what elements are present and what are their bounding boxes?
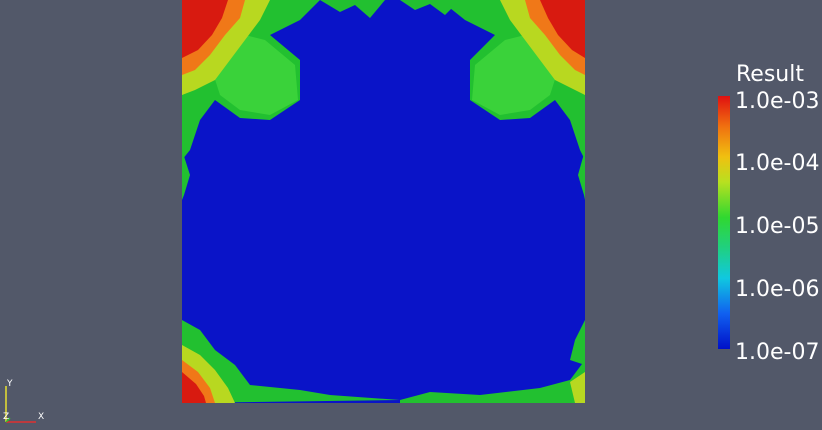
axis-x-label: X	[38, 412, 45, 422]
colorbar	[718, 96, 730, 349]
axis-z-label: Z	[3, 412, 10, 422]
bottom-left-red-zone	[182, 372, 206, 403]
colorbar-tick-label: 1.0e-05	[735, 214, 820, 239]
top-center-fringe	[320, 0, 385, 18]
colorbar-tick-label: 1.0e-03	[735, 89, 820, 114]
left-side-fringe	[182, 150, 190, 200]
top-center-fringe-right	[400, 0, 460, 15]
top-left-red-zone	[182, 0, 228, 58]
orientation-axes: Y Z X	[0, 378, 50, 430]
colorbar-title: Result	[736, 62, 804, 87]
colorbar-tick-label: 1.0e-04	[735, 151, 820, 176]
bottom-right-corner	[570, 372, 585, 403]
right-side-fringe	[578, 150, 585, 200]
colorbar-tick-label: 1.0e-06	[735, 277, 820, 302]
right-lower-fringe	[570, 320, 585, 365]
bottom-left-hot-region	[182, 320, 400, 403]
colorbar-tick-label: 1.0e-07	[735, 340, 820, 365]
axes-triad-icon	[5, 386, 36, 423]
top-right-red-zone	[540, 0, 585, 58]
bottom-fringe	[400, 360, 585, 403]
axis-y-label: Y	[7, 379, 13, 389]
